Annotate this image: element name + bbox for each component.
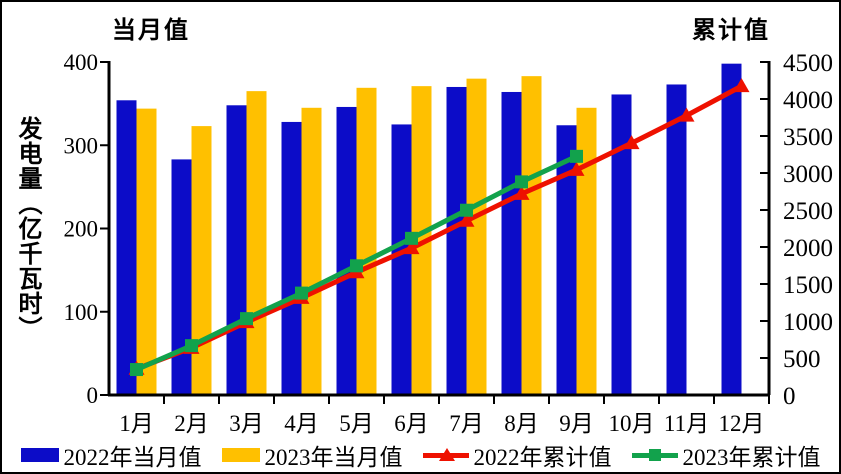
square-marker-2023年累计值 bbox=[515, 175, 528, 189]
right-axis-tick-label: 0 bbox=[783, 383, 796, 410]
x-axis-tick-label: 10月 bbox=[609, 411, 655, 436]
legend-bar-swatch bbox=[221, 448, 260, 462]
bar-2023年当月值 bbox=[246, 91, 267, 395]
bar-2023年当月值 bbox=[521, 76, 542, 395]
x-axis-tick-label: 6月 bbox=[394, 411, 429, 436]
right-axis-tick-label: 1000 bbox=[783, 309, 833, 336]
square-marker-2023年累计值 bbox=[185, 339, 198, 353]
right-axis-tick-label: 3000 bbox=[783, 161, 833, 188]
cumulative-line-2022年累计值 bbox=[135, 83, 743, 372]
bar-2022年当月值 bbox=[336, 106, 357, 395]
left-axis-title: 当月值 bbox=[112, 18, 190, 44]
bar-2022年当月值 bbox=[171, 159, 192, 395]
bar-2023年当月值 bbox=[466, 78, 487, 396]
square-marker-2023年累计值 bbox=[405, 231, 418, 245]
legend-square-marker-icon bbox=[648, 449, 661, 461]
bar-2023年当月值 bbox=[301, 107, 322, 395]
bar-2023年当月值 bbox=[576, 107, 597, 395]
x-axis-tick-label: 8月 bbox=[504, 411, 539, 436]
legend-label: 2023年累计值 bbox=[682, 445, 821, 470]
left-axis-tick-label: 200 bbox=[64, 217, 99, 242]
square-marker-2023年累计值 bbox=[295, 286, 308, 300]
bar-2022年当月值 bbox=[501, 91, 522, 395]
x-axis-tick-label: 3月 bbox=[229, 411, 264, 436]
square-marker-2023年累计值 bbox=[570, 149, 583, 163]
square-marker-2023年累计值 bbox=[130, 363, 143, 377]
legend-bar-swatch bbox=[20, 448, 59, 462]
triangle-marker-2022年累计值 bbox=[678, 107, 695, 122]
triangle-marker-2022年累计值 bbox=[568, 161, 585, 176]
legend-item: 2023年当月值 bbox=[221, 438, 403, 472]
bar-2023年当月值 bbox=[356, 87, 377, 396]
bar-2022年当月值 bbox=[226, 105, 247, 395]
y-axis-title: 发电量（亿千瓦时） bbox=[14, 116, 40, 341]
legend-item: 2022年累计值 bbox=[422, 438, 612, 472]
right-axis-tick-label: 500 bbox=[783, 346, 821, 373]
left-axis-tick-label: 100 bbox=[64, 300, 99, 325]
x-axis-tick-label: 4月 bbox=[284, 411, 319, 436]
right-axis-tick-label: 2000 bbox=[783, 235, 833, 262]
legend-line-swatch bbox=[422, 447, 469, 463]
triangle-marker-2022年累计值 bbox=[623, 135, 640, 150]
bar-2022年当月值 bbox=[446, 86, 467, 395]
bar-2022年当月值 bbox=[281, 121, 302, 395]
bar-2022年当月值 bbox=[116, 100, 137, 396]
x-axis-tick-label: 2月 bbox=[174, 411, 209, 436]
legend-label: 2023年当月值 bbox=[264, 445, 403, 470]
right-axis-tick-label: 2500 bbox=[783, 198, 833, 225]
x-axis-tick-label: 1月 bbox=[119, 411, 154, 436]
legend-item: 2022年当月值 bbox=[20, 438, 202, 472]
left-axis-tick-label: 300 bbox=[64, 133, 99, 158]
bar-2022年当月值 bbox=[666, 84, 687, 395]
chart-plot-area: 0100200300400050010001500200025003000350… bbox=[64, 50, 834, 436]
right-axis-title: 累计值 bbox=[692, 18, 770, 44]
bar-2022年当月值 bbox=[611, 94, 632, 395]
legend-item: 2023年累计值 bbox=[631, 438, 821, 472]
left-axis-tick-label: 0 bbox=[87, 383, 99, 408]
bar-2022年当月值 bbox=[556, 125, 577, 396]
bar-2022年当月值 bbox=[391, 124, 412, 395]
legend-triangle-marker-icon bbox=[438, 448, 455, 461]
x-axis-tick-label: 11月 bbox=[664, 411, 709, 436]
right-axis-tick-label: 3500 bbox=[783, 124, 833, 151]
square-marker-2023年累计值 bbox=[240, 312, 253, 326]
x-axis-tick-label: 5月 bbox=[339, 411, 374, 436]
bar-2022年当月值 bbox=[721, 63, 742, 395]
left-axis-tick-label: 400 bbox=[64, 50, 99, 75]
triangle-marker-2022年累计值 bbox=[733, 78, 750, 93]
bar-2023年当月值 bbox=[136, 108, 157, 396]
right-axis-tick-label: 4000 bbox=[783, 87, 833, 114]
x-axis-tick-label: 9月 bbox=[559, 411, 594, 436]
right-axis-tick-label: 1500 bbox=[783, 272, 833, 299]
square-marker-2023年累计值 bbox=[350, 259, 363, 273]
legend-label: 2022年累计值 bbox=[473, 445, 612, 470]
triangle-marker-2022年累计值 bbox=[403, 240, 420, 255]
x-axis-tick-label: 7月 bbox=[449, 411, 484, 436]
right-axis-tick-label: 4500 bbox=[783, 50, 833, 77]
legend-label: 2022年当月值 bbox=[63, 445, 202, 470]
x-axis-tick-label: 12月 bbox=[719, 411, 765, 436]
bar-2023年当月值 bbox=[191, 126, 212, 395]
chart-legend: 2022年当月值 2023年当月值 2022年累计值 2023年累计值 bbox=[2, 440, 839, 470]
triangle-marker-2022年累计值 bbox=[513, 185, 530, 200]
triangle-marker-2022年累计值 bbox=[458, 212, 475, 227]
legend-line-swatch bbox=[631, 447, 678, 463]
square-marker-2023年累计值 bbox=[460, 203, 473, 217]
